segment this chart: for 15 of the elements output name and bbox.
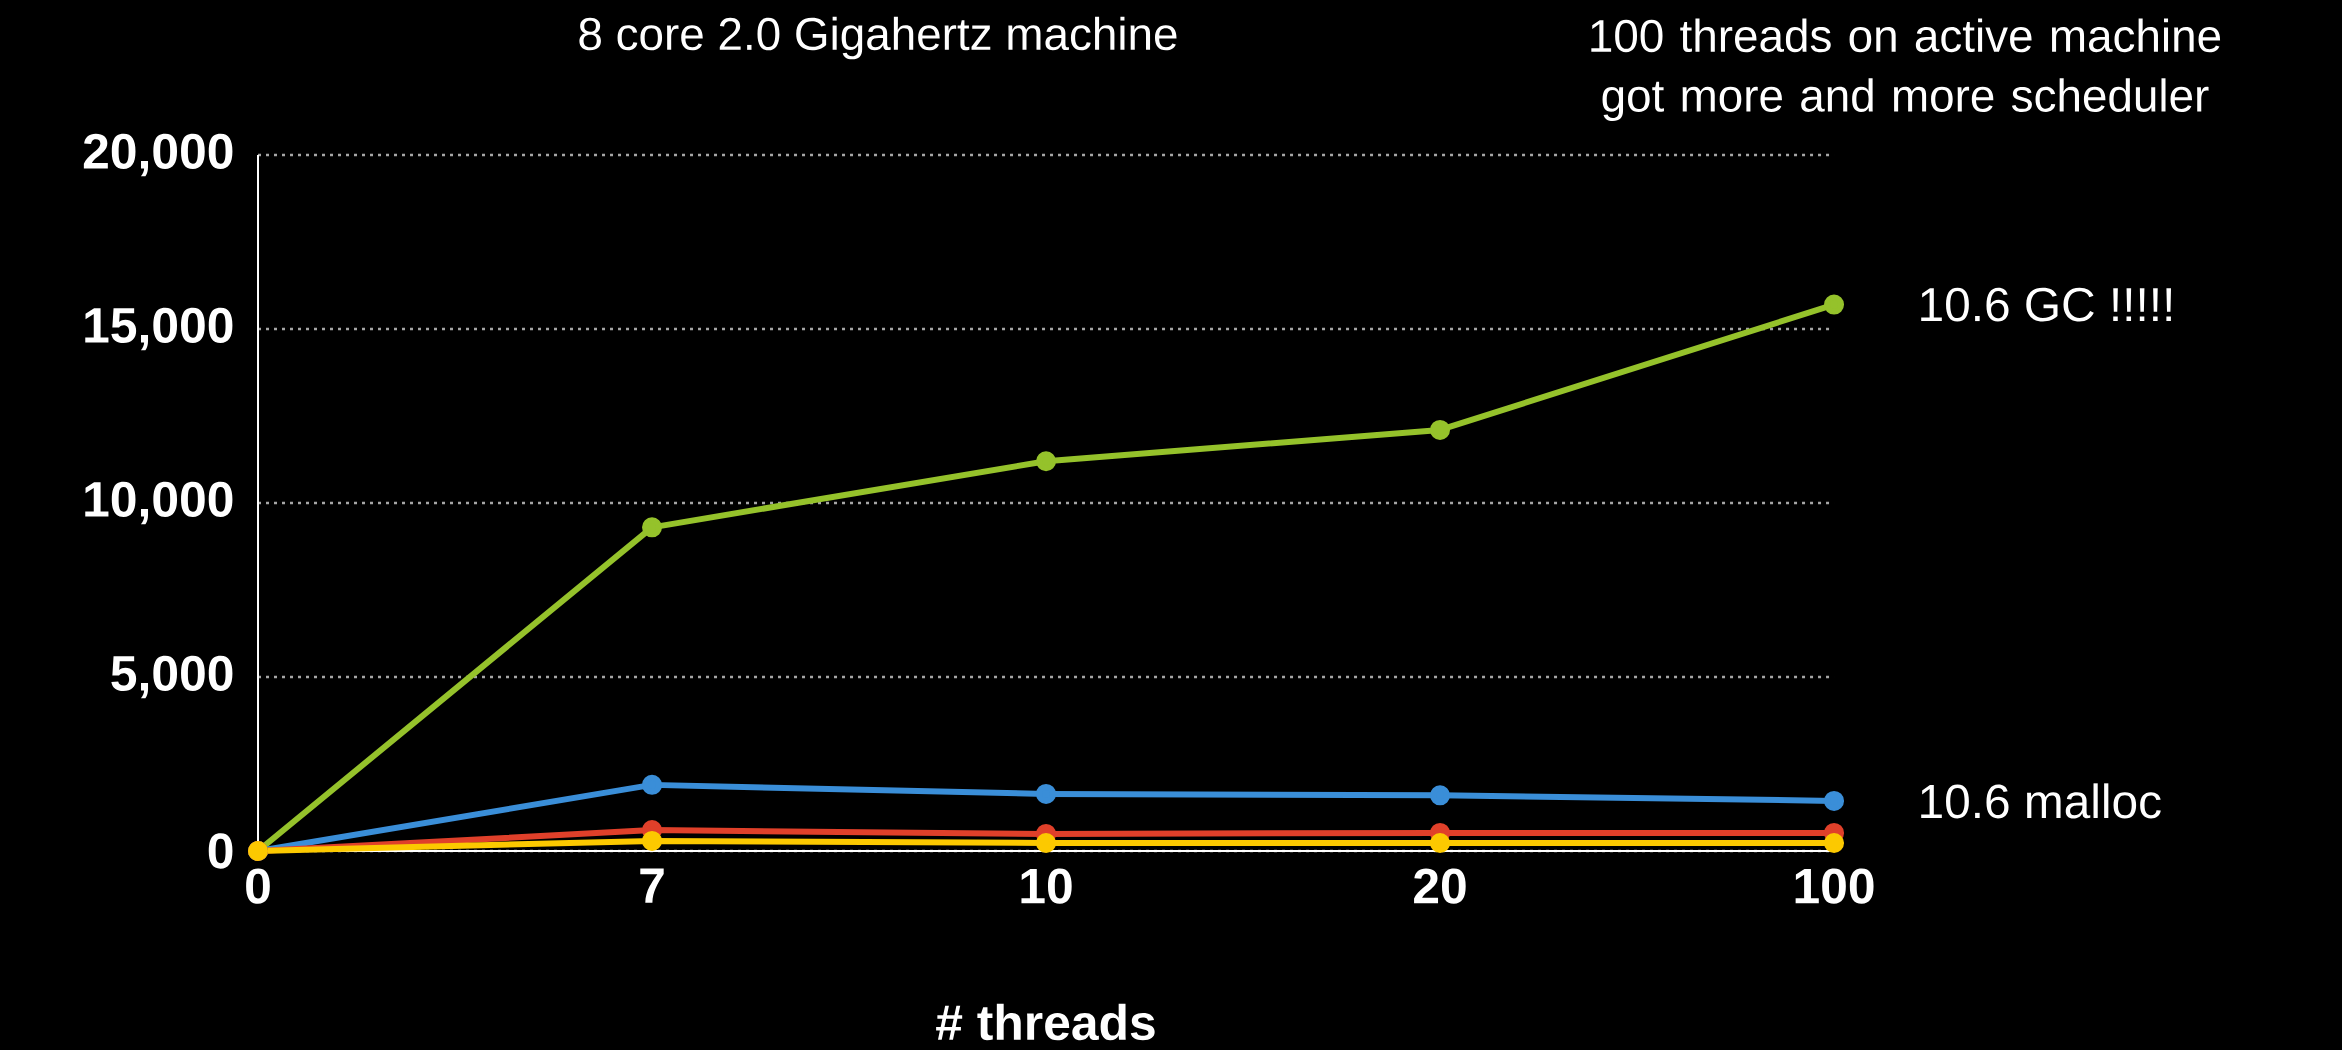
text: 100 threads on active machine got more and more scheduler: [1591, 18, 2221, 122]
y-tick-label: 15,000: [85, 307, 233, 351]
chart-title: 8 core 2.0 Gigahertz machine: [579, 16, 1177, 60]
x-axis-title: # threads: [936, 1003, 1155, 1041]
y-tick-label: 10,000: [85, 481, 233, 525]
x-tick-label: 20: [1414, 868, 1466, 904]
series-label: 10.6 malloc: [1921, 783, 2161, 819]
y-tick-label: 0: [208, 833, 233, 869]
x-tick-label: 10: [1021, 868, 1072, 904]
y-tick-label: 5,000: [111, 655, 233, 699]
series-label: 10.6 GC !!!!!: [1921, 287, 2172, 322]
y-tick-label: 20,000: [83, 133, 233, 177]
x-tick-label: 7: [640, 868, 664, 903]
x-tick-label: 100: [1795, 868, 1874, 904]
x-tick-label: 0: [246, 868, 270, 904]
